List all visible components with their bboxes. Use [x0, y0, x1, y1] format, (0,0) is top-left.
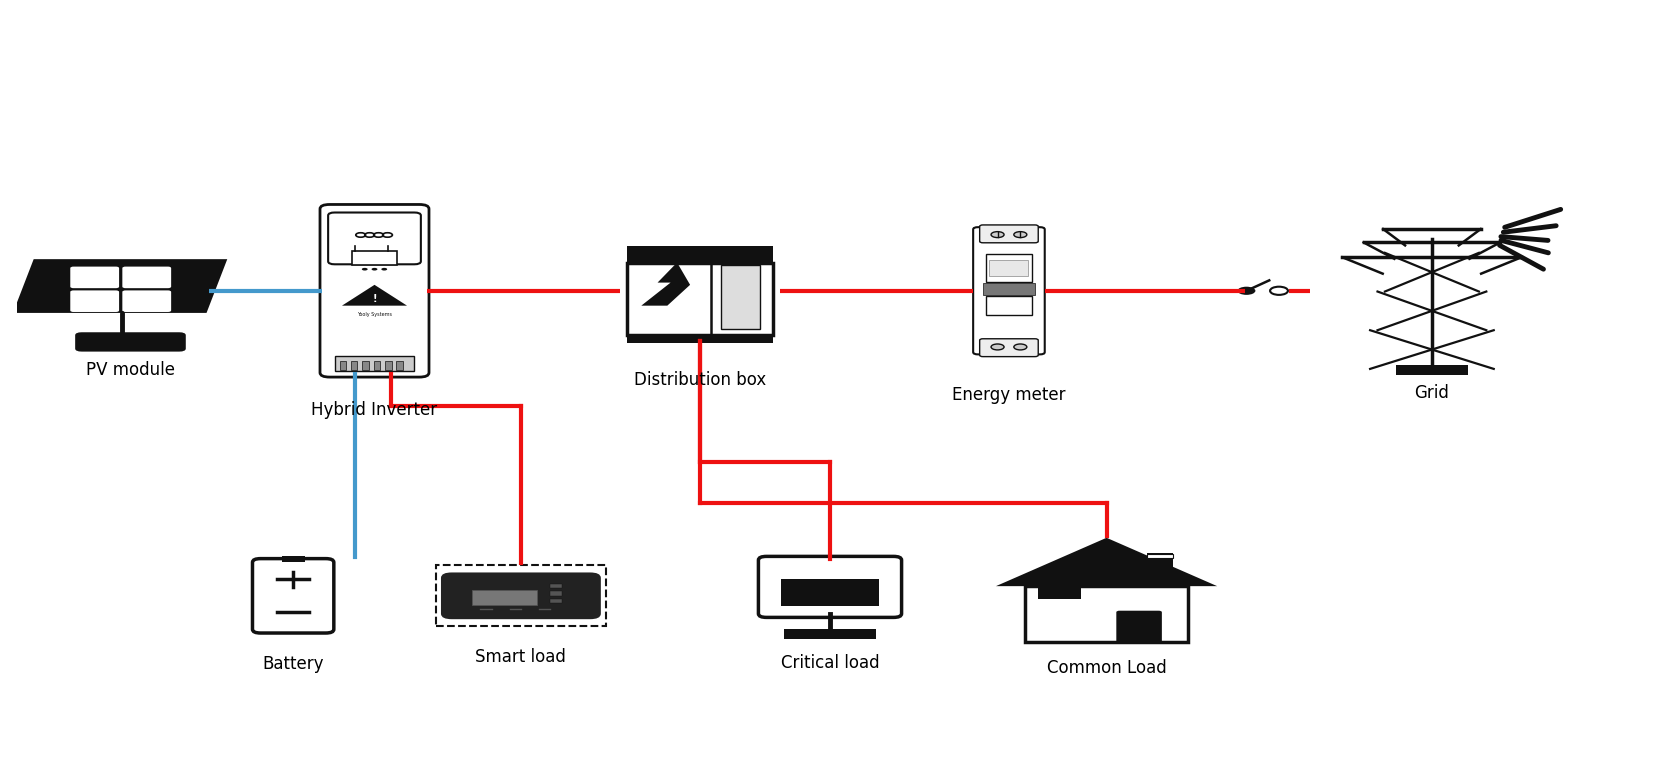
- Bar: [627, 263, 774, 336]
- Circle shape: [1014, 232, 1028, 238]
- FancyBboxPatch shape: [979, 339, 1038, 356]
- Bar: [549, 584, 561, 588]
- Bar: [397, 360, 403, 370]
- Circle shape: [372, 268, 377, 270]
- Bar: [435, 565, 606, 626]
- Bar: [1396, 365, 1467, 375]
- Text: Battery: Battery: [262, 656, 324, 673]
- Bar: [362, 360, 369, 370]
- Circle shape: [382, 268, 387, 270]
- Text: Energy meter: Energy meter: [953, 386, 1066, 404]
- Bar: [549, 599, 561, 603]
- Bar: [374, 360, 380, 370]
- FancyBboxPatch shape: [320, 205, 428, 377]
- Bar: [1026, 586, 1189, 642]
- Text: Critical load: Critical load: [780, 654, 880, 672]
- Text: Grid: Grid: [1414, 384, 1449, 401]
- Polygon shape: [641, 263, 691, 305]
- Circle shape: [1014, 344, 1028, 350]
- Bar: [385, 360, 392, 370]
- Text: Common Load: Common Load: [1047, 659, 1167, 677]
- FancyBboxPatch shape: [759, 556, 901, 618]
- Polygon shape: [13, 259, 227, 313]
- Bar: [785, 629, 875, 639]
- FancyBboxPatch shape: [442, 574, 599, 618]
- Bar: [627, 246, 774, 263]
- Bar: [720, 265, 760, 329]
- Bar: [471, 590, 538, 604]
- Bar: [335, 356, 415, 371]
- Polygon shape: [342, 285, 407, 305]
- Text: Hybrid Inverter: Hybrid Inverter: [312, 401, 438, 419]
- Bar: [983, 283, 1034, 294]
- FancyBboxPatch shape: [979, 225, 1038, 243]
- Text: Yooly Systems: Yooly Systems: [357, 312, 392, 317]
- Bar: [549, 591, 561, 596]
- Bar: [986, 296, 1033, 315]
- Bar: [627, 336, 774, 343]
- Bar: [782, 579, 878, 606]
- FancyBboxPatch shape: [70, 267, 120, 288]
- FancyBboxPatch shape: [123, 291, 171, 312]
- Circle shape: [991, 232, 1004, 238]
- Bar: [989, 260, 1029, 276]
- Bar: [1147, 554, 1174, 558]
- Text: PV module: PV module: [86, 361, 174, 380]
- FancyBboxPatch shape: [75, 332, 186, 352]
- Bar: [352, 251, 397, 265]
- Bar: [1038, 580, 1081, 599]
- FancyBboxPatch shape: [973, 227, 1044, 354]
- Bar: [350, 360, 357, 370]
- Circle shape: [1237, 287, 1255, 294]
- FancyBboxPatch shape: [329, 212, 422, 264]
- Circle shape: [362, 268, 367, 270]
- Bar: [1147, 553, 1174, 584]
- Text: Smart load: Smart load: [475, 648, 566, 666]
- FancyBboxPatch shape: [252, 559, 334, 633]
- FancyBboxPatch shape: [70, 291, 120, 312]
- Bar: [340, 360, 345, 370]
- FancyBboxPatch shape: [1116, 611, 1162, 643]
- Polygon shape: [996, 538, 1217, 586]
- Circle shape: [991, 344, 1004, 350]
- Bar: [986, 253, 1033, 282]
- Bar: [282, 556, 304, 563]
- Text: Distribution box: Distribution box: [634, 371, 765, 389]
- FancyBboxPatch shape: [123, 267, 171, 288]
- Text: !: !: [372, 294, 377, 304]
